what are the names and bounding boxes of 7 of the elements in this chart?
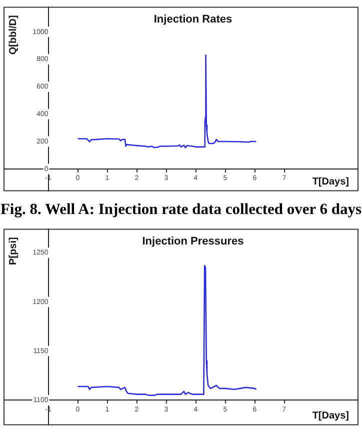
caption: Fig. 8. Well A: Injection rate data collected over 6 days (0, 200, 362, 220)
y-axis-title: P[psi] (8, 237, 19, 265)
y-axis-title: Q[bbl/D] (8, 15, 19, 55)
x-axis-title: T[Days] (312, 410, 349, 422)
x-axis-title: T[Days] (312, 176, 349, 188)
text: Injection Pressures (142, 236, 244, 248)
text: Injection Rates (154, 14, 232, 26)
